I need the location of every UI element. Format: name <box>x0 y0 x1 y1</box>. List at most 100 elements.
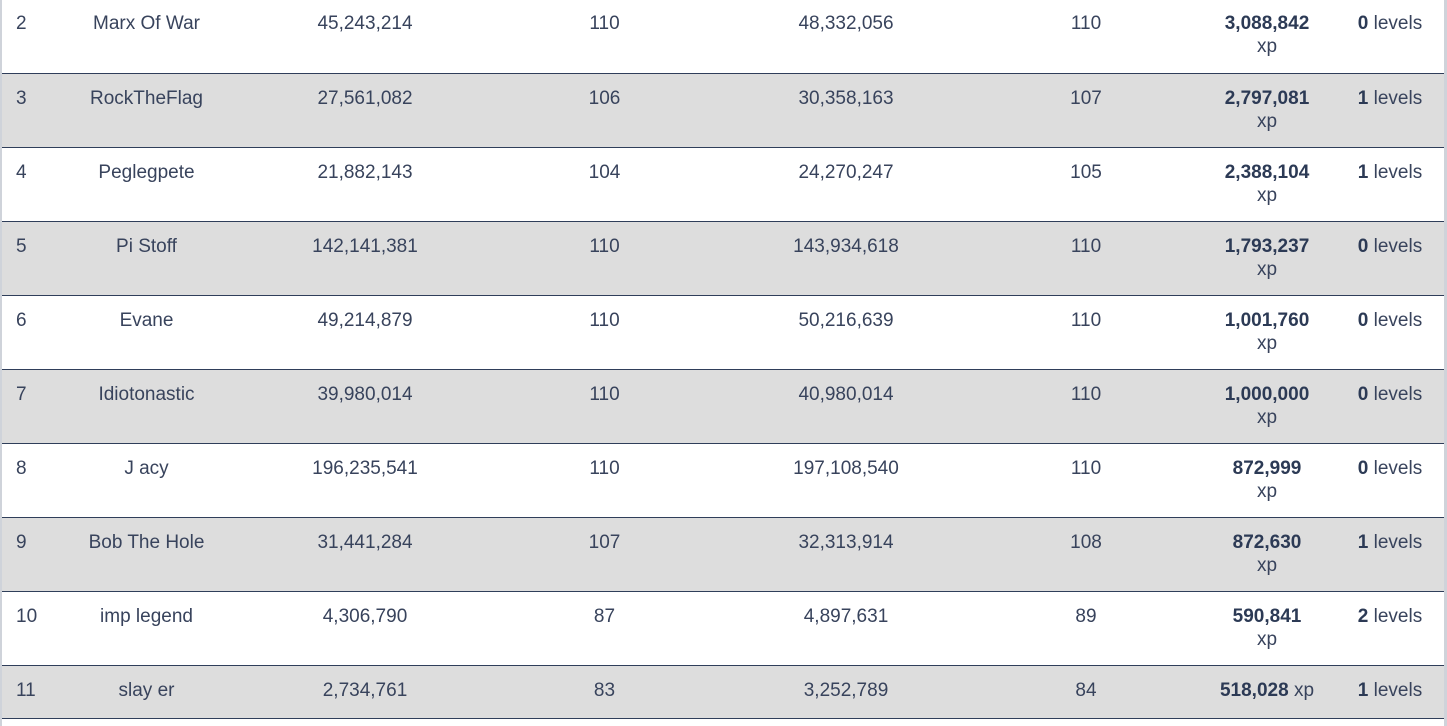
table-row: 10 imp legend 4,306,790 87 4,897,631 89 590,84… <box>2 591 1444 665</box>
levels-gained-unit: levels <box>1373 457 1423 479</box>
rank-cell: 3 <box>16 87 27 109</box>
xp-gained-cell: 872,630 xp <box>1198 517 1336 591</box>
xp-gained-unit: xp <box>1256 332 1278 354</box>
table-row: 6 Evane 49,214,879 110 50,216,639 110 1,001,76… <box>2 295 1444 369</box>
levels-gained-cell: 0 levels <box>1336 443 1444 517</box>
rank-cell: 4 <box>16 161 27 183</box>
end-xp-cell: 3,252,789 <box>803 679 889 701</box>
levels-gained-value: 0 <box>1357 457 1369 479</box>
xp-gained-value: 3,088,842 <box>1224 13 1310 34</box>
end-level-cell: 108 <box>1070 531 1102 553</box>
levels-gained-unit: levels <box>1373 679 1423 701</box>
player-name-cell: Peglegpete <box>98 161 195 183</box>
player-name-cell: Pi Stoff <box>116 235 177 257</box>
rank-cell: 8 <box>16 457 27 479</box>
end-level-cell: 110 <box>1070 235 1102 257</box>
xp-gained-value: 2,388,104 <box>1224 161 1310 183</box>
player-name-cell: Marx Of War <box>93 13 200 34</box>
start-level-cell: 104 <box>588 161 621 183</box>
player-name-cell: Idiotonastic <box>98 383 195 405</box>
levels-gained-value: 1 <box>1357 531 1369 553</box>
start-xp-cell: 39,980,014 <box>317 383 413 405</box>
player-name-cell: RockTheFlag <box>90 87 203 109</box>
table-row: 11 slay er 2,734,761 83 3,252,789 84 518,028 x… <box>2 665 1444 718</box>
xp-gained-unit: xp <box>1293 679 1315 701</box>
levels-gained-value: 0 <box>1357 383 1369 405</box>
start-xp-cell: 45,243,214 <box>317 13 413 34</box>
levels-gained-unit: levels <box>1373 605 1423 627</box>
xp-gained-unit: xp <box>1256 110 1278 132</box>
levels-gained-unit: levels <box>1373 161 1423 183</box>
end-xp-cell: 197,108,540 <box>793 457 899 479</box>
xp-gained-cell: 590,841 xp <box>1198 591 1336 665</box>
player-name-cell: Evane <box>119 309 174 331</box>
levels-gained-value: 0 <box>1357 13 1369 34</box>
xp-gained-cell: 518,028 xp <box>1198 665 1336 718</box>
levels-gained-cell: 1 levels <box>1336 517 1444 591</box>
levels-gained-value: 0 <box>1357 235 1369 257</box>
table-row: 5 Pi Stoff 142,141,381 110 143,934,618 110 1,7… <box>2 221 1444 295</box>
levels-gained-cell: 0 levels <box>1336 369 1444 443</box>
end-level-cell: 107 <box>1070 87 1102 109</box>
start-xp-cell: 27,561,082 <box>317 87 413 109</box>
start-level-cell: 110 <box>589 457 620 479</box>
end-level-cell: 84 <box>1075 679 1097 701</box>
end-xp-cell: 50,216,639 <box>798 309 894 331</box>
table-row: 8 J acy 196,235,541 110 197,108,540 110 872,99… <box>2 443 1444 517</box>
table-row: 7 Idiotonastic 39,980,014 110 40,980,014 110 1… <box>2 369 1444 443</box>
xp-gained-cell: 3,088,842 xp <box>1198 0 1336 73</box>
table-row: 4 Peglegpete 21,882,143 104 24,270,247 105 2,3… <box>2 147 1444 221</box>
end-level-cell: 105 <box>1070 161 1102 183</box>
rank-cell: 6 <box>16 309 27 331</box>
xp-gained-unit: xp <box>1256 628 1278 650</box>
xp-gained-cell: 1,793,237 xp <box>1198 221 1336 295</box>
start-level-cell: 87 <box>593 605 616 627</box>
xp-gained-value: 872,999 <box>1232 457 1302 479</box>
levels-gained-unit: levels <box>1373 531 1423 553</box>
end-xp-cell: 24,270,247 <box>798 161 894 183</box>
levels-gained-value: 1 <box>1357 87 1369 109</box>
rank-cell: 2 <box>16 13 27 34</box>
end-xp-cell: 32,313,914 <box>798 531 894 553</box>
start-level-cell: 110 <box>589 13 620 34</box>
end-xp-cell: 48,332,056 <box>798 13 894 34</box>
end-level-cell: 110 <box>1070 13 1102 34</box>
xp-gained-value: 590,841 <box>1232 605 1302 627</box>
xp-gained-value: 1,000,000 <box>1224 383 1310 405</box>
levels-gained-unit: levels <box>1373 13 1423 34</box>
levels-gained-cell: 1 levels <box>1336 147 1444 221</box>
end-xp-cell: 40,980,014 <box>798 383 894 405</box>
player-name-cell: imp legend <box>100 605 193 627</box>
xp-gained-unit: xp <box>1256 36 1278 57</box>
start-level-cell: 106 <box>588 87 621 109</box>
table-row: 9 Bob The Hole 31,441,284 107 32,313,914 108 8… <box>2 517 1444 591</box>
end-level-cell: 110 <box>1070 457 1102 479</box>
player-name-cell: Bob The Hole <box>88 531 205 553</box>
start-xp-cell: 49,214,879 <box>317 309 413 331</box>
end-xp-cell: 30,358,163 <box>798 87 894 109</box>
xp-gained-unit: xp <box>1256 258 1278 280</box>
levels-gained-cell: 0 levels <box>1336 0 1444 73</box>
xp-gained-cell: 2,388,104 xp <box>1198 147 1336 221</box>
start-level-cell: 107 <box>588 531 621 553</box>
levels-gained-unit: levels <box>1373 235 1423 257</box>
start-level-cell: 110 <box>589 309 620 331</box>
levels-gained-unit: levels <box>1373 87 1423 109</box>
end-xp-cell: 4,897,631 <box>803 605 889 627</box>
xp-gained-value: 518,028 <box>1219 679 1289 701</box>
levels-gained-value: 2 <box>1357 605 1369 627</box>
rank-cell: 10 <box>16 605 38 627</box>
start-xp-cell: 142,141,381 <box>312 235 418 257</box>
start-xp-cell: 31,441,284 <box>317 531 413 553</box>
levels-gained-value: 1 <box>1357 161 1369 183</box>
table-row: 2 Marx Of War 45,243,214 110 48,332,056 110 3,… <box>2 0 1444 73</box>
player-name-cell: J acy <box>124 457 169 479</box>
xp-gained-cell: 1,001,760 xp <box>1198 295 1336 369</box>
levels-gained-value: 0 <box>1357 309 1369 331</box>
levels-gained-cell: 1 levels <box>1336 73 1444 147</box>
end-xp-cell: 143,934,618 <box>793 235 899 257</box>
start-level-cell: 110 <box>589 383 620 405</box>
xp-gained-unit: xp <box>1256 554 1278 576</box>
